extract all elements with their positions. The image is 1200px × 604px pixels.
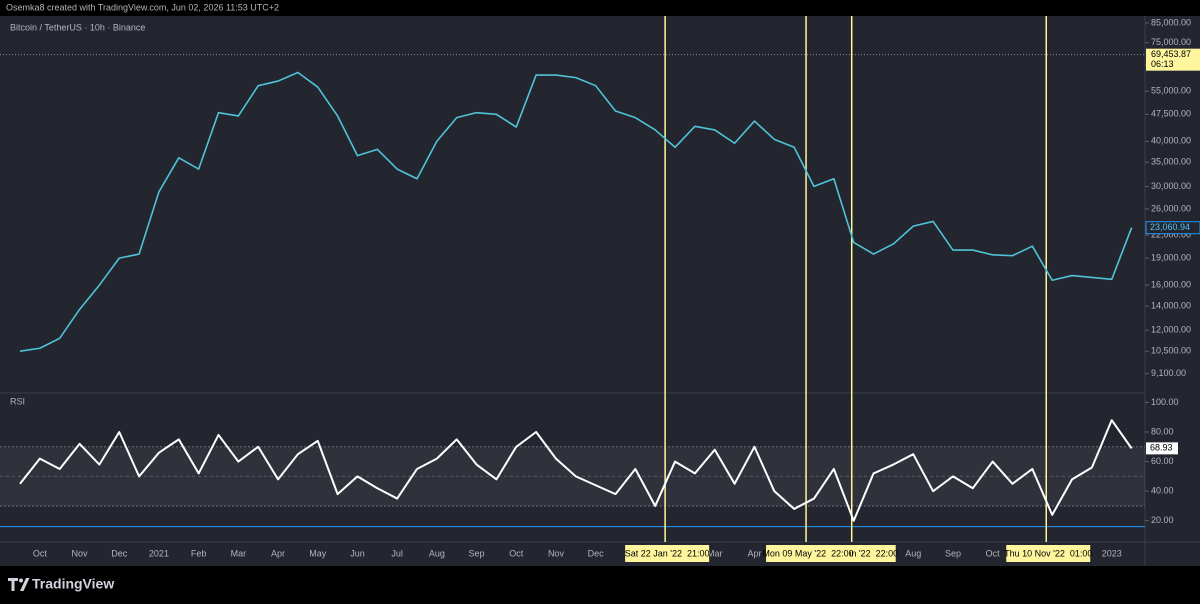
y-tick-label: 47,500.00 (1151, 109, 1191, 119)
header: Osemka8 created with TradingView.com, Ju… (6, 2, 279, 12)
x-tick-label: Jul (391, 548, 403, 558)
chart-area (0, 16, 1200, 566)
event-label-text: Mon 13 Jun '22 22:00 (809, 548, 898, 558)
last-label: 23,060.94 (1150, 222, 1190, 232)
high-label-bg (1146, 48, 1200, 71)
y-tick-label: 35,000.00 (1151, 157, 1191, 167)
event-label: Mon 09 May '22 22:00 (762, 545, 854, 562)
event-label-bg (625, 545, 710, 562)
y-tick-label: 100.00 (1151, 397, 1179, 407)
x-tick-label: Apr (747, 548, 761, 558)
x-tick-label: Apr (271, 548, 285, 558)
event-label: Sat 22 Jan '22 21:00 (625, 545, 710, 562)
series-line (19, 71, 1133, 352)
x-tick-label: Mar (231, 548, 247, 558)
y-tick-label: 26,000.00 (1151, 203, 1191, 213)
event-label-bg (766, 545, 851, 562)
y-tick-label: 19,000.00 (1151, 252, 1191, 262)
y-tick-label: 12,000.00 (1151, 325, 1191, 335)
event-label-text: Mon 09 May '22 22:00 (762, 548, 853, 558)
x-tick-label: Feb (191, 548, 207, 558)
x-tick-label: Oct (986, 548, 1001, 558)
y-tick-label: 75,000.00 (1151, 37, 1191, 47)
x-tick-label: Aug (429, 548, 445, 558)
event-label-bg (1006, 545, 1091, 562)
y-tick-label: 22,000.00 (1151, 229, 1191, 239)
chart-title: Bitcoin / TetherUS · 10h · Binance (10, 22, 145, 32)
y-tick-label: 55,000.00 (1151, 86, 1191, 96)
x-tick-label: Mar (707, 548, 723, 558)
y-tick-label: 16,000.00 (1151, 279, 1191, 289)
series-line (19, 419, 1133, 522)
y-tick-label: 9,100.00 (1151, 368, 1186, 378)
event-label-text: Sat 22 Jan '22 21:00 (625, 548, 710, 558)
y-tick-label: 14,000.00 (1151, 300, 1191, 310)
brand: TradingView (32, 576, 114, 592)
x-tick-label: May (309, 548, 327, 558)
high-time: 06:13 (1151, 59, 1174, 69)
rsi-last-label: 68.93 (1150, 443, 1173, 453)
x-tick-label: 2021 (149, 548, 169, 558)
x-tick-label: Oct (509, 548, 524, 558)
rsi-title: RSI (10, 396, 25, 406)
footer (0, 566, 1200, 604)
event-label: Thu 10 Nov '22 01:00 (1004, 545, 1092, 562)
y-tick-label: 20.00 (1151, 515, 1174, 525)
y-tick-label: 60.00 (1151, 456, 1174, 466)
x-tick-label: 2023 (1102, 548, 1122, 558)
x-tick-label: Sep (945, 548, 961, 558)
high-label: 69,453.87 (1151, 49, 1191, 59)
x-tick-label: Nov (72, 548, 89, 558)
y-tick-label: 80.00 (1151, 426, 1174, 436)
brand-logo: TradingView (8, 576, 114, 592)
top-bar (0, 0, 1200, 16)
x-tick-label: Aug (905, 548, 921, 558)
y-tick-label: 40.00 (1151, 486, 1174, 496)
y-tick-label: 30,000.00 (1151, 181, 1191, 191)
x-tick-label: Dec (588, 548, 605, 558)
y-tick-label: 40,000.00 (1151, 136, 1191, 146)
x-tick-label: Oct (33, 548, 48, 558)
event-label-text: Thu 10 Nov '22 01:00 (1004, 548, 1092, 558)
x-tick-label: Dec (111, 548, 128, 558)
y-tick-label: 10,500.00 (1151, 346, 1191, 356)
x-tick-label: Nov (548, 548, 565, 558)
rsi-last-bg (1146, 442, 1178, 455)
x-tick-label: Jun (350, 548, 365, 558)
y-tick-label: 85,000.00 (1151, 17, 1191, 27)
x-tick-label: Sep (469, 548, 485, 558)
last-label-bg (1145, 221, 1200, 235)
